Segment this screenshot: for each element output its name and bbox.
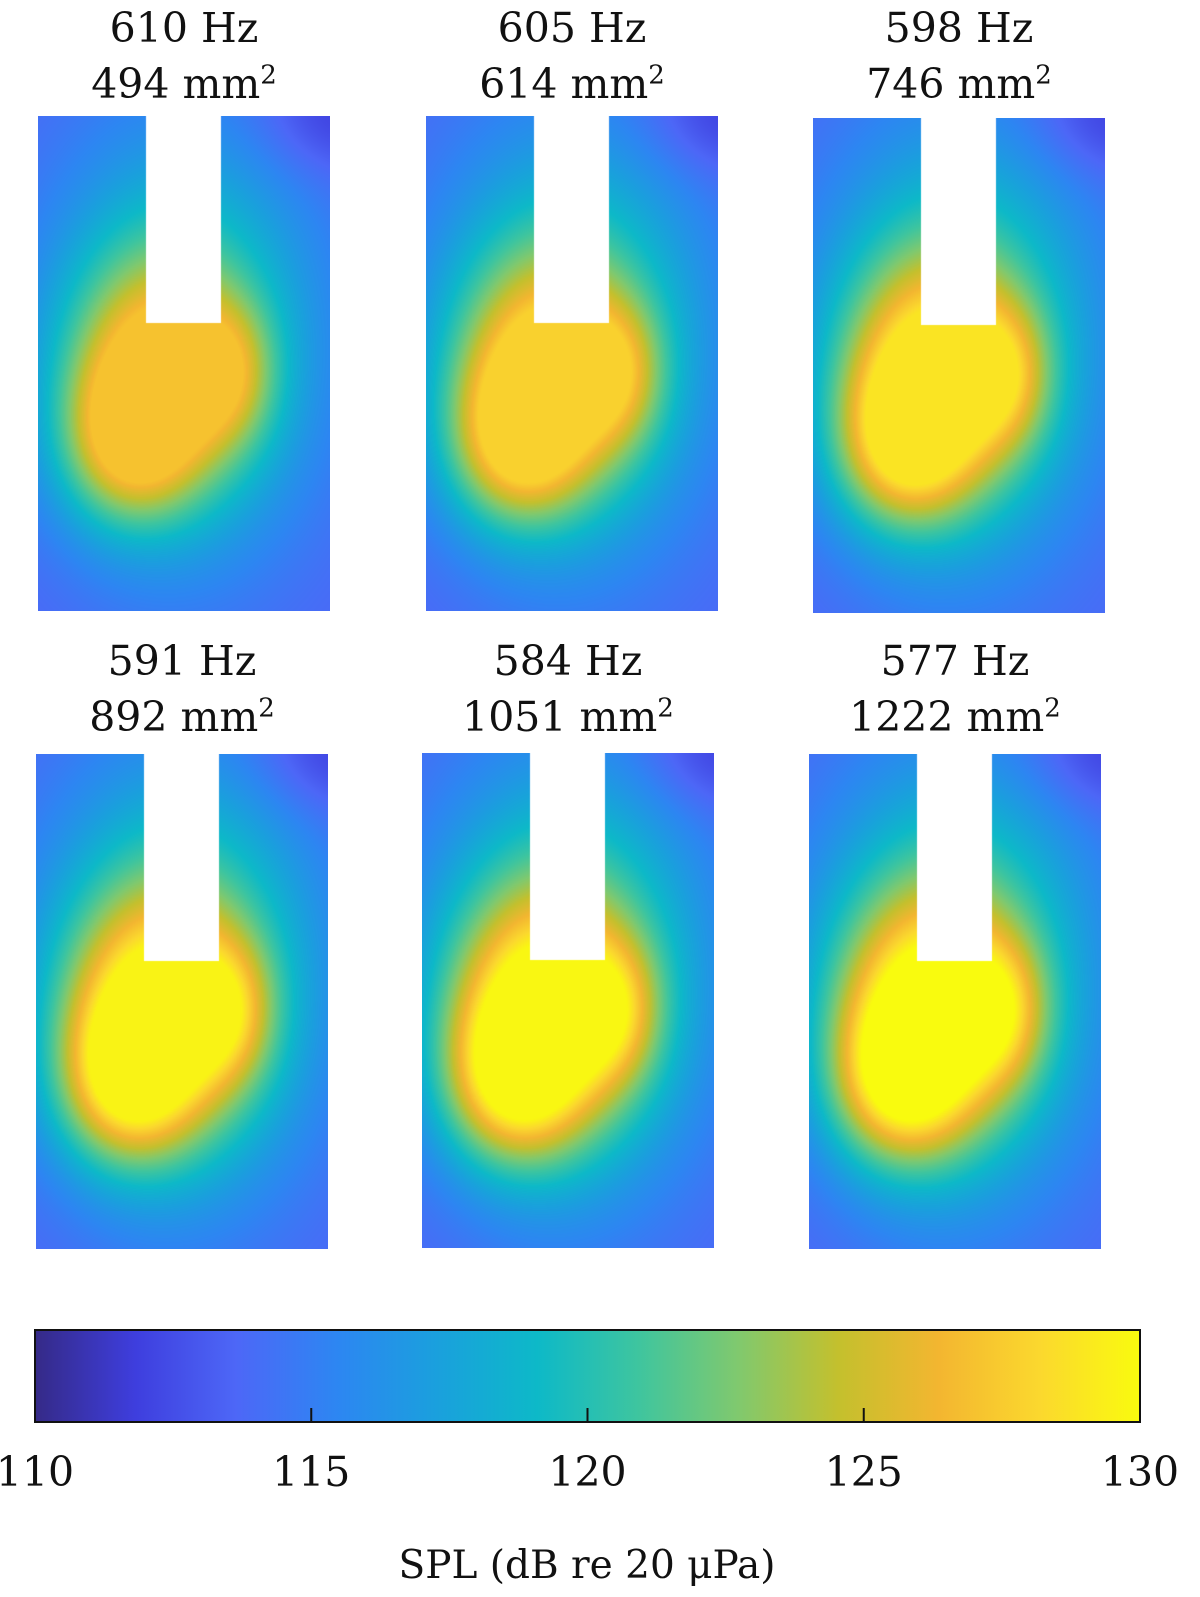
- heatmap-panel: [426, 116, 718, 611]
- panel-area-unit: mm: [570, 60, 649, 108]
- panel-area-unit: mm: [966, 693, 1045, 741]
- panel-area-value: 494: [91, 60, 170, 108]
- panel-title: 591 Hz 892 mm2: [32, 633, 332, 745]
- panel-frequency: 591 Hz: [107, 637, 257, 685]
- panel-area-exponent: 2: [1044, 693, 1061, 724]
- colorbar-ticks: 110 115 120 125 130: [0, 1408, 1179, 1496]
- panel-area: 1051 mm2: [418, 689, 718, 745]
- panel-frequency: 605 Hz: [497, 4, 647, 52]
- heatmap-panel: [813, 118, 1105, 613]
- panel-area-value: 1222: [849, 693, 954, 741]
- panel-title: 610 Hz 494 mm2: [34, 0, 334, 112]
- panel-frequency: 577 Hz: [880, 637, 1030, 685]
- panel-area-value: 746: [866, 60, 945, 108]
- panel-title: 577 Hz 1222 mm2: [805, 633, 1105, 745]
- colorbar-bar: [34, 1329, 1141, 1423]
- panel-area: 892 mm2: [32, 689, 332, 745]
- panel-frequency: 610 Hz: [109, 4, 259, 52]
- panel-area: 746 mm2: [809, 56, 1109, 112]
- panel-area: 494 mm2: [34, 56, 334, 112]
- panel-area-exponent: 2: [258, 693, 275, 724]
- panel-area-exponent: 2: [657, 693, 674, 724]
- heatmap-panel: [809, 754, 1101, 1249]
- heatmap-panel: [422, 753, 714, 1248]
- colorbar-label: SPL (dB re 20 μPa): [399, 1543, 776, 1588]
- panel-area-exponent: 2: [648, 60, 665, 91]
- panel-area-unit: mm: [182, 60, 261, 108]
- panel-area-exponent: 2: [1035, 60, 1052, 91]
- colorbar-tick-label: 130: [1101, 1448, 1179, 1496]
- panel-title: 605 Hz 614 mm2: [422, 0, 722, 112]
- panel-area: 1222 mm2: [805, 689, 1105, 745]
- panel-area: 614 mm2: [422, 56, 722, 112]
- panel-area-value: 614: [479, 60, 558, 108]
- panel-frequency: 584 Hz: [493, 637, 643, 685]
- panel-frequency: 598 Hz: [884, 4, 1034, 52]
- panel-title: 598 Hz 746 mm2: [809, 0, 1109, 112]
- panel-area-value: 1051: [462, 693, 567, 741]
- panel-area-unit: mm: [180, 693, 259, 741]
- colorbar-tick-label: 120: [548, 1448, 626, 1496]
- panel-area-value: 892: [89, 693, 168, 741]
- colorbar-tick-label: 115: [272, 1448, 350, 1496]
- panel-area-unit: mm: [579, 693, 658, 741]
- panel-area-exponent: 2: [260, 60, 277, 91]
- colorbar-tick-label: 125: [825, 1448, 903, 1496]
- heatmap-panel: [38, 116, 330, 611]
- panel-title: 584 Hz 1051 mm2: [418, 633, 718, 745]
- colorbar-tick-label: 110: [0, 1448, 74, 1496]
- heatmap-panel: [36, 754, 328, 1249]
- panel-area-unit: mm: [957, 60, 1036, 108]
